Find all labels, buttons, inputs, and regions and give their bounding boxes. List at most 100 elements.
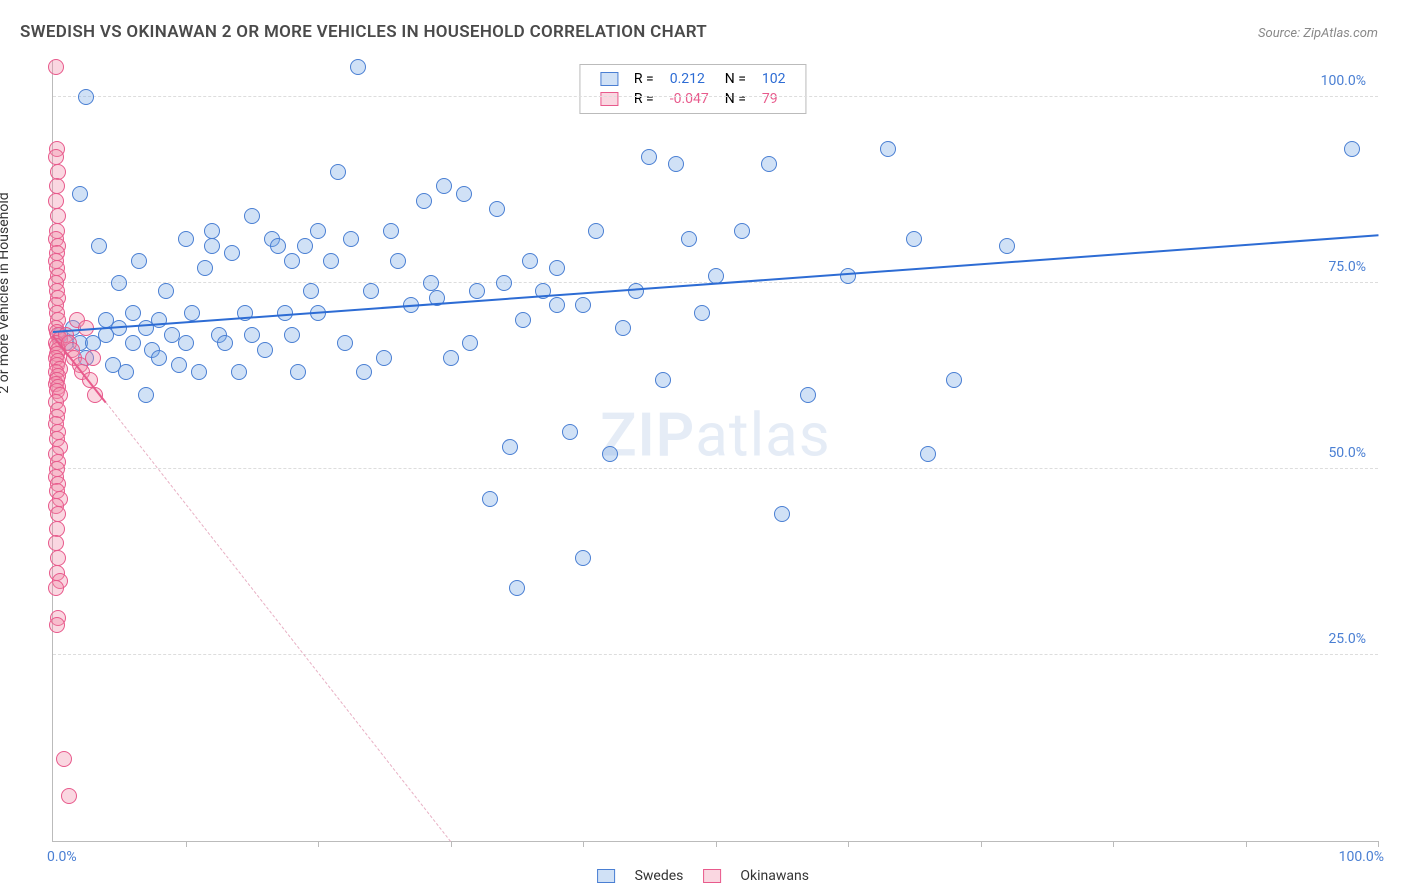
point-swedes [217,335,233,351]
point-swedes [178,231,194,247]
point-okinawans [49,178,65,194]
n-label: N = [717,69,754,89]
legend-label-swedes: Swedes [635,868,684,884]
x-tick-max: 100.0% [1339,849,1384,865]
point-swedes [78,89,94,105]
point-okinawans [56,751,72,767]
point-swedes [257,342,273,358]
point-swedes [920,446,936,462]
point-swedes [1344,141,1360,157]
point-swedes [641,149,657,165]
plot-area: ZIPatlas R = 0.212 N = 102 R = -0.047 N … [52,60,1378,842]
point-swedes [880,141,896,157]
x-tick [981,841,982,847]
point-okinawans [48,535,64,551]
point-swedes [522,253,538,269]
point-swedes [224,245,240,261]
y-tick-label: 100.0% [1321,73,1366,89]
series-legend: Swedes Okinawans [589,868,817,884]
point-swedes [456,186,472,202]
point-swedes [602,446,618,462]
point-swedes [158,283,174,299]
point-swedes [655,372,671,388]
x-tick [716,841,717,847]
point-okinawans [48,59,64,75]
x-tick [186,841,187,847]
point-swedes [72,186,88,202]
point-swedes [588,223,604,239]
point-swedes [668,156,684,172]
point-swedes [191,364,207,380]
x-tick [848,841,849,847]
point-swedes [131,253,147,269]
swatch-okinawans [600,92,618,106]
watermark: ZIPatlas [600,399,831,470]
legend-label-okinawans: Okinawans [740,868,809,884]
point-swedes [118,364,134,380]
point-swedes [184,305,200,321]
point-swedes [496,275,512,291]
point-swedes [390,253,406,269]
point-swedes [303,283,319,299]
point-swedes [423,275,439,291]
source-attribution: Source: ZipAtlas.com [1258,26,1378,41]
point-swedes [171,357,187,373]
point-swedes [840,268,856,284]
point-okinawans [49,521,65,537]
point-swedes [436,178,452,194]
point-okinawans [49,617,65,633]
point-swedes [946,372,962,388]
swatch-swedes [597,869,615,883]
point-swedes [575,297,591,313]
point-swedes [549,260,565,276]
legend-row-swedes: R = 0.212 N = 102 [592,69,794,89]
n-label: N = [717,89,754,109]
point-swedes [694,305,710,321]
point-swedes [416,193,432,209]
point-swedes [284,253,300,269]
x-tick [1113,841,1114,847]
point-okinawans [48,149,64,165]
point-okinawans [50,164,66,180]
x-tick [318,841,319,847]
point-okinawans [48,193,64,209]
correlation-legend: R = 0.212 N = 102 R = -0.047 N = 79 [579,64,807,114]
chart-container: ZIPatlas R = 0.212 N = 102 R = -0.047 N … [44,60,1378,842]
r-value-okinawans: -0.047 [662,89,717,109]
point-swedes [761,156,777,172]
point-swedes [800,387,816,403]
point-swedes [615,320,631,336]
point-swedes [244,327,260,343]
point-okinawans [50,506,66,522]
x-tick [1246,841,1247,847]
point-swedes [549,297,565,313]
point-swedes [462,335,478,351]
swatch-swedes [600,72,618,86]
swatch-okinawans [703,869,721,883]
point-swedes [125,335,141,351]
r-value-swedes: 0.212 [662,69,717,89]
point-swedes [204,238,220,254]
point-swedes [774,506,790,522]
point-swedes [509,580,525,596]
point-swedes [231,364,247,380]
point-swedes [575,550,591,566]
point-swedes [337,335,353,351]
r-label: R = [626,89,662,109]
legend-row-okinawans: R = -0.047 N = 79 [592,89,794,109]
point-swedes [350,59,366,75]
point-swedes [151,312,167,328]
n-value-swedes: 102 [754,69,794,89]
chart-title: SWEDISH VS OKINAWAN 2 OR MORE VEHICLES I… [20,22,707,42]
point-swedes [290,364,306,380]
point-swedes [681,231,697,247]
point-swedes [906,231,922,247]
point-swedes [138,387,154,403]
point-okinawans [50,550,66,566]
point-swedes [91,238,107,254]
point-swedes [204,223,220,239]
x-tick [583,841,584,847]
point-swedes [383,223,399,239]
point-swedes [323,253,339,269]
point-swedes [343,231,359,247]
